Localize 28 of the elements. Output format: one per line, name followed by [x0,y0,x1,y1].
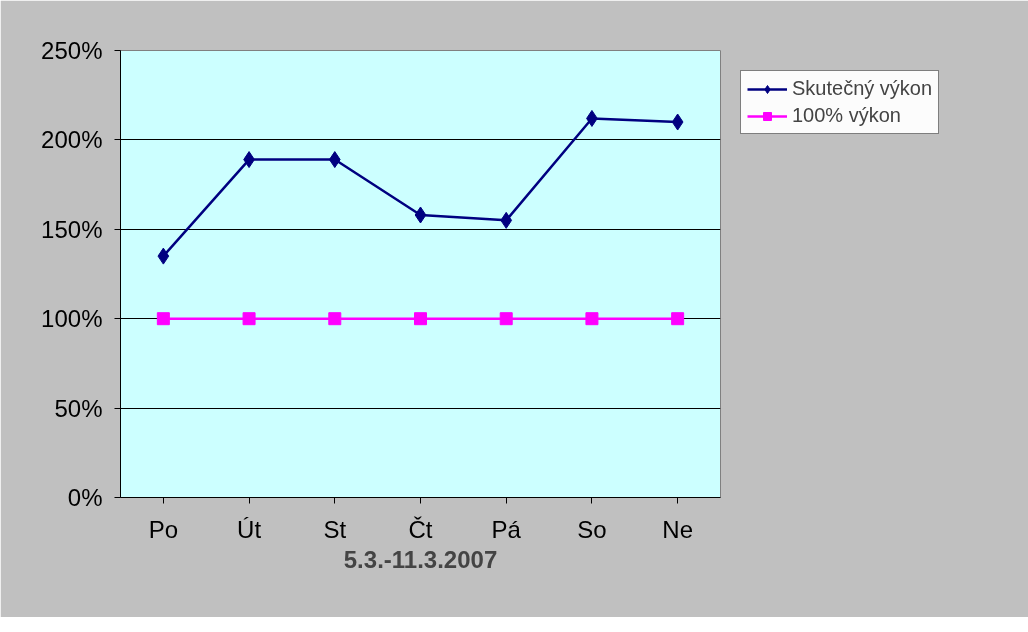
x-axis-title: 5.3.-11.3.2007 [343,545,498,573]
point [671,312,685,326]
point [585,312,599,326]
x-tick-label: Út [237,515,262,543]
x-tick-label: Čt [408,515,433,543]
x-tick-label: Pá [491,515,522,543]
x-tick-label: Ne [662,515,693,543]
y-tick-label: 0% [67,484,103,511]
point [156,312,170,326]
point [414,206,427,224]
point [328,151,341,169]
x-tick-label: So [577,515,607,543]
y-tick-label: 250% [41,37,103,64]
y-tick-label: 150% [41,215,103,243]
y-tick-label: 50% [54,394,103,422]
legend-label: 100% výkon [792,104,901,127]
x-tick-label: St [323,515,347,543]
point [414,312,427,326]
legend-label: Skutečný výkon [792,77,933,100]
point [671,113,684,131]
point [328,312,342,326]
x-tick-label: Po [148,515,179,543]
point [157,247,170,265]
point [499,312,513,326]
point [500,211,513,229]
y-tick-label: 100% [41,305,103,333]
y-tick-label: 200% [41,126,103,154]
point [242,312,256,326]
